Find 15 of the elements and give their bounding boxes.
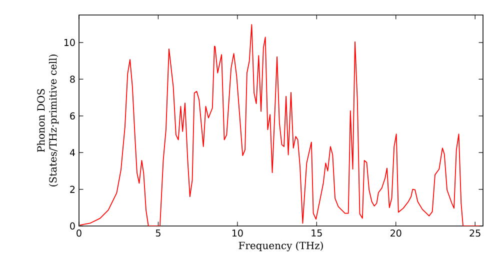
y-tick-label: 6 xyxy=(70,112,75,120)
x-tick-label: 5 xyxy=(156,230,160,237)
x-axis-title: Frequency (THz) xyxy=(238,242,323,252)
y-tick-label: 2 xyxy=(70,186,75,193)
y-axis-title: Phonon DOS (States/THz·primitive cell) xyxy=(36,54,59,186)
line-series xyxy=(80,24,480,226)
x-tick-label: 20 xyxy=(390,230,402,237)
y-tick-label: 10 xyxy=(64,38,75,46)
x-tick-label: 25 xyxy=(470,230,480,237)
x-tick-label: 15 xyxy=(312,230,322,237)
y-tick-label: 4 xyxy=(70,149,75,156)
x-tick-label: 10 xyxy=(232,230,243,237)
y-tick-label: 0 xyxy=(70,222,75,230)
x-tick-label: 0 xyxy=(76,230,82,237)
y-tick-label: 8 xyxy=(70,76,75,83)
